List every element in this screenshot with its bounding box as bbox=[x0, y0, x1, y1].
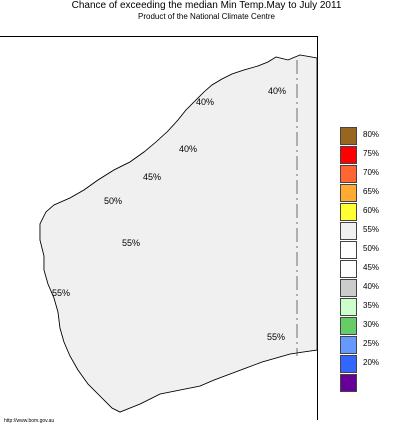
legend-swatch bbox=[340, 260, 357, 278]
label-55-west: 55% bbox=[52, 288, 70, 298]
legend-swatch bbox=[340, 374, 357, 392]
label-45: 45% bbox=[143, 172, 161, 182]
map-title: Chance of exceeding the median Min Temp.… bbox=[71, 0, 342, 11]
legend-label: 55% bbox=[363, 225, 380, 234]
legend-label: 65% bbox=[363, 187, 380, 196]
legend-swatch bbox=[340, 203, 357, 221]
legend-label: 75% bbox=[363, 149, 380, 158]
legend-label: 50% bbox=[363, 244, 380, 253]
legend-swatch bbox=[340, 165, 357, 183]
wa-landmass bbox=[39, 54, 318, 413]
legend-swatch bbox=[340, 317, 357, 335]
legend-swatch bbox=[340, 146, 357, 164]
legend-swatch bbox=[340, 241, 357, 259]
footer-url: http://www.bom.gov.au bbox=[4, 418, 55, 424]
legend-label: 20% bbox=[363, 358, 380, 367]
legend-label: 40% bbox=[363, 282, 380, 291]
label-40-central: 40% bbox=[179, 144, 197, 154]
legend-label: 70% bbox=[363, 168, 380, 177]
contour-labels: 40% 40% 40% 45% 50% 55% 55% 55% bbox=[52, 86, 286, 342]
label-55-south: 55% bbox=[267, 332, 285, 342]
legend-label: 45% bbox=[363, 263, 380, 272]
legend-swatch bbox=[340, 279, 357, 297]
map-subtitle: Product of the National Climate Centre bbox=[138, 12, 275, 21]
legend-swatch bbox=[340, 222, 357, 240]
legend-swatch bbox=[340, 336, 357, 354]
legend-label: 30% bbox=[363, 320, 380, 329]
legend-label: 35% bbox=[363, 301, 380, 310]
label-55-central: 55% bbox=[122, 238, 140, 248]
legend-swatch bbox=[340, 127, 357, 145]
legend-swatch bbox=[340, 184, 357, 202]
label-40-north: 40% bbox=[196, 97, 214, 107]
label-50: 50% bbox=[104, 196, 122, 206]
legend-label: 60% bbox=[363, 206, 380, 215]
legend-swatch bbox=[340, 298, 357, 316]
legend-label: 80% bbox=[363, 130, 380, 139]
legend-label: 25% bbox=[363, 339, 380, 348]
legend-swatch bbox=[340, 355, 357, 373]
label-40-northeast: 40% bbox=[268, 86, 286, 96]
